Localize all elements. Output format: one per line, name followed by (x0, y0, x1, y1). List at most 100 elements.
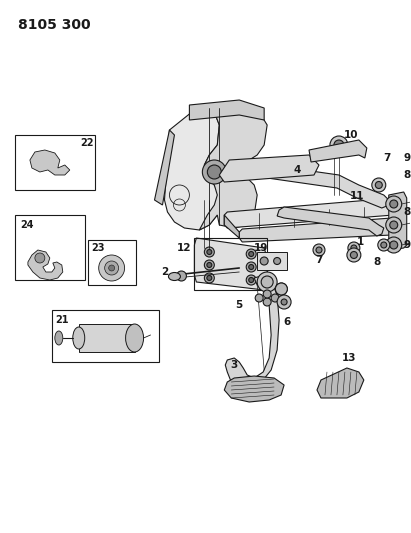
Circle shape (271, 294, 279, 302)
Text: 8: 8 (403, 170, 410, 180)
Circle shape (246, 262, 256, 272)
Circle shape (390, 221, 398, 229)
Text: 19: 19 (254, 243, 268, 253)
Circle shape (207, 276, 212, 280)
Text: 3: 3 (231, 360, 238, 370)
Circle shape (207, 249, 212, 254)
Circle shape (109, 265, 115, 271)
Polygon shape (317, 368, 364, 398)
Text: 2: 2 (161, 267, 168, 277)
Text: 11: 11 (350, 191, 364, 201)
Bar (15, 135, 95, 190)
Circle shape (378, 239, 390, 251)
Text: 21: 21 (55, 315, 69, 325)
Circle shape (334, 140, 344, 150)
Text: 5: 5 (236, 300, 243, 310)
Polygon shape (224, 376, 284, 402)
Polygon shape (219, 155, 319, 182)
Text: 7: 7 (383, 153, 390, 163)
Circle shape (105, 261, 119, 275)
Circle shape (204, 247, 214, 257)
Text: 9: 9 (403, 240, 410, 250)
Circle shape (176, 271, 187, 281)
Circle shape (386, 196, 402, 212)
Polygon shape (155, 130, 174, 205)
Circle shape (257, 272, 277, 292)
Circle shape (372, 178, 386, 192)
Bar (194, 238, 267, 290)
Polygon shape (199, 108, 267, 230)
Circle shape (275, 283, 287, 295)
Polygon shape (225, 275, 279, 390)
Circle shape (390, 200, 398, 208)
Circle shape (386, 217, 402, 233)
Circle shape (202, 160, 226, 184)
Circle shape (263, 298, 271, 306)
Circle shape (204, 273, 214, 283)
Bar (88, 240, 136, 285)
Bar (257, 252, 287, 270)
Polygon shape (257, 165, 389, 208)
Circle shape (386, 237, 402, 253)
Circle shape (351, 252, 358, 259)
Circle shape (261, 276, 273, 288)
Circle shape (35, 253, 45, 263)
Text: 8: 8 (373, 257, 381, 267)
Text: 22: 22 (80, 138, 93, 148)
Text: 12: 12 (177, 243, 192, 253)
Bar (52, 310, 159, 362)
Circle shape (260, 257, 268, 265)
Circle shape (313, 244, 325, 256)
Circle shape (348, 242, 360, 254)
Text: 6: 6 (284, 317, 291, 327)
Text: 8105 300: 8105 300 (18, 18, 90, 32)
Circle shape (255, 294, 263, 302)
Text: 23: 23 (91, 243, 104, 253)
Circle shape (262, 277, 272, 287)
Bar (15, 215, 85, 280)
Text: 10: 10 (344, 130, 358, 140)
Polygon shape (389, 192, 407, 250)
Circle shape (381, 242, 387, 248)
Polygon shape (194, 238, 267, 290)
Circle shape (347, 248, 361, 262)
Text: 24: 24 (20, 220, 34, 230)
Ellipse shape (55, 331, 63, 345)
Circle shape (99, 255, 125, 281)
Text: 7: 7 (315, 255, 323, 265)
Circle shape (351, 245, 357, 251)
Circle shape (330, 136, 348, 154)
Ellipse shape (73, 327, 85, 349)
Circle shape (274, 257, 281, 264)
Circle shape (277, 295, 291, 309)
Polygon shape (28, 250, 63, 280)
Polygon shape (277, 207, 384, 236)
Bar (79, 324, 134, 352)
Polygon shape (224, 215, 239, 238)
Circle shape (375, 182, 382, 189)
Circle shape (390, 241, 398, 249)
Text: 13: 13 (342, 353, 356, 363)
Circle shape (246, 275, 256, 285)
Circle shape (204, 260, 214, 270)
Circle shape (249, 278, 254, 282)
Circle shape (249, 252, 254, 256)
Polygon shape (164, 108, 219, 230)
Polygon shape (189, 100, 264, 120)
Text: 1: 1 (357, 237, 365, 247)
Polygon shape (239, 218, 397, 242)
Ellipse shape (169, 272, 180, 280)
Circle shape (207, 165, 221, 179)
Circle shape (207, 262, 212, 268)
Circle shape (275, 283, 287, 295)
Circle shape (246, 249, 256, 259)
Polygon shape (224, 198, 399, 228)
Polygon shape (30, 150, 70, 175)
Circle shape (316, 247, 322, 253)
Text: 8: 8 (403, 207, 410, 217)
Circle shape (249, 264, 254, 270)
Polygon shape (309, 140, 367, 162)
Circle shape (263, 290, 271, 298)
Text: 4: 4 (293, 165, 301, 175)
Circle shape (281, 299, 287, 305)
